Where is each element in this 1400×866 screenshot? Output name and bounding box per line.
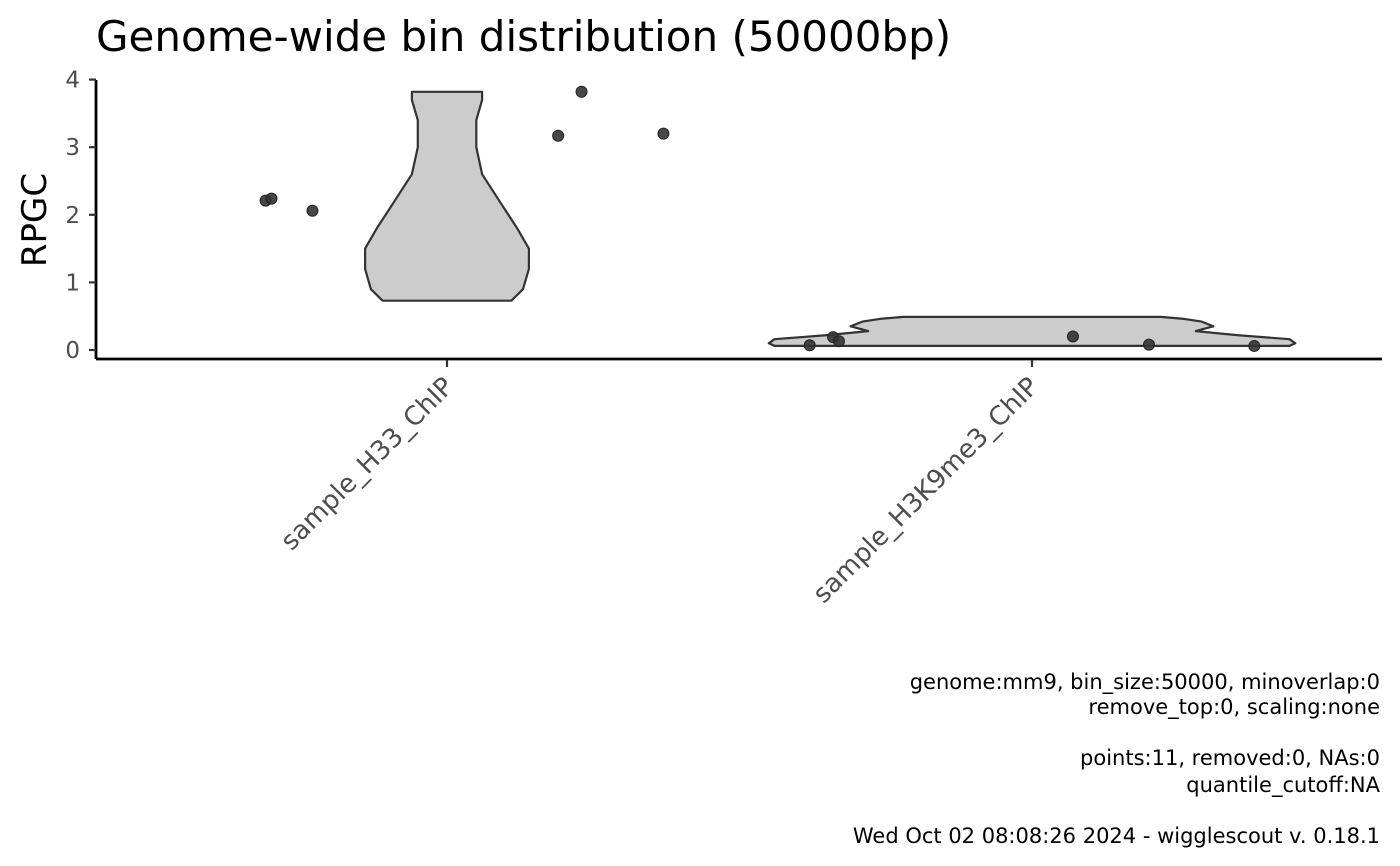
data-point xyxy=(575,85,588,98)
data-point xyxy=(1248,339,1261,352)
y-tick-label: 0 xyxy=(65,338,80,364)
y-tick-label: 1 xyxy=(65,270,80,296)
data-point xyxy=(552,129,565,142)
y-tick-label: 3 xyxy=(65,135,80,161)
x-tick-label: sample_H33_ChIP xyxy=(275,372,460,557)
y-ticks: 0 1 2 3 4 xyxy=(65,68,96,364)
x-tick-label: sample_H3K9me3_ChIP xyxy=(807,372,1045,610)
violin-sample_H3K9me3_ChIP xyxy=(767,315,1297,347)
caption-line-2: remove_top:0, scaling:none xyxy=(1088,695,1380,720)
y-tick-label: 2 xyxy=(65,203,80,229)
caption-line-4: quantile_cutoff:NA xyxy=(1186,773,1380,798)
data-point xyxy=(306,204,319,217)
data-point xyxy=(657,127,670,140)
chart-title: Genome-wide bin distribution (50000bp) xyxy=(96,12,951,61)
y-tick-label: 4 xyxy=(65,68,80,94)
caption-line-1: genome:mm9, bin_size:50000, minoverlap:0 xyxy=(910,670,1380,695)
y-axis-label: RPGC xyxy=(15,173,55,267)
violins-layer xyxy=(364,90,1297,347)
caption-line-5: Wed Oct 02 08:08:26 2024 - wigglescout v… xyxy=(853,824,1380,848)
data-point xyxy=(1143,338,1155,351)
x-ticks: sample_H33_ChIP sample_H3K9me3_ChIP xyxy=(275,360,1045,609)
data-point xyxy=(832,335,845,348)
data-point xyxy=(803,339,816,352)
data-point xyxy=(265,192,278,205)
points-layer xyxy=(259,85,1261,352)
data-point xyxy=(1066,330,1079,343)
violin-sample_H33_ChIP xyxy=(364,90,530,302)
caption-line-3: points:11, removed:0, NAs:0 xyxy=(1080,746,1380,770)
